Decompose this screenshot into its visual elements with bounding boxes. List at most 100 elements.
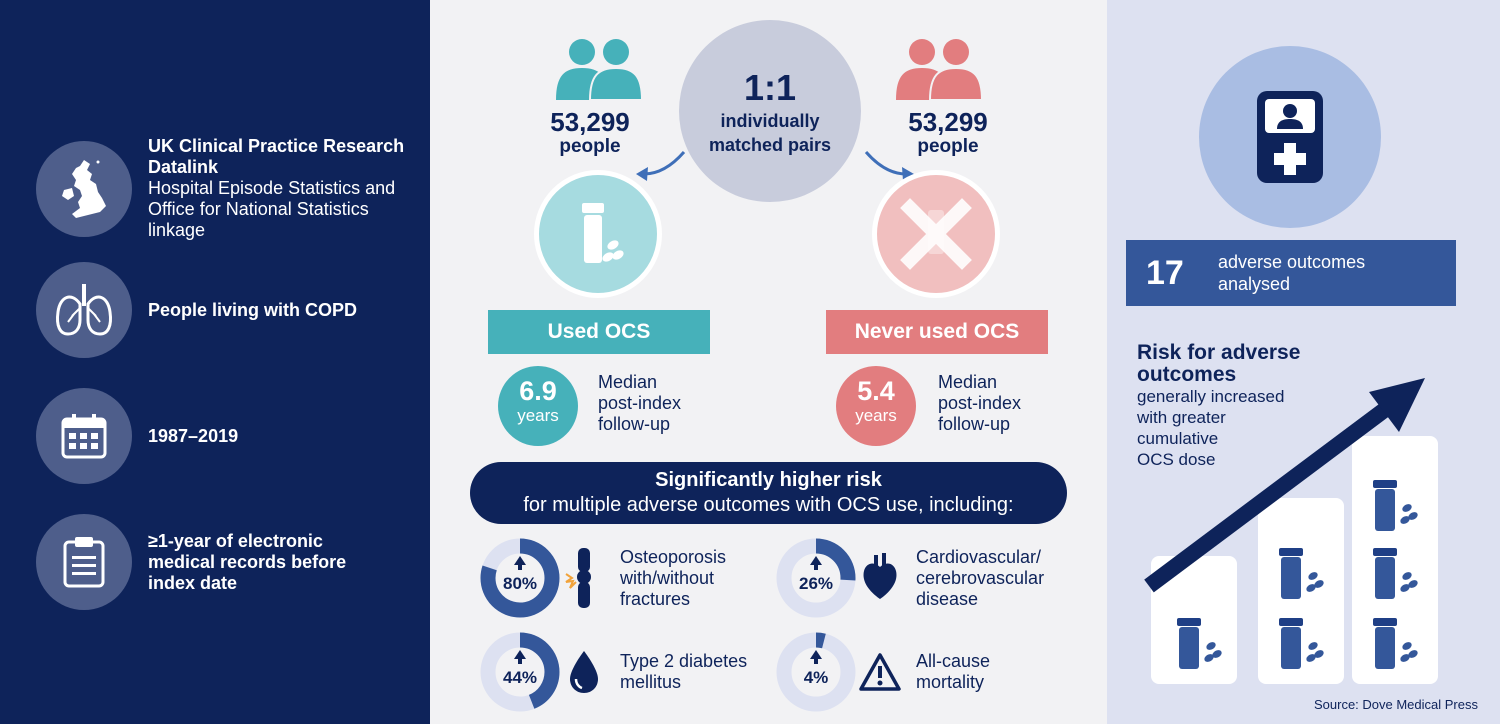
stat-number: 17: [1146, 253, 1184, 292]
used-median-line-1: Median: [598, 372, 658, 392]
calendar-icon: [36, 388, 132, 484]
population-label: People living with COPD: [148, 299, 358, 320]
mortality-line-1: All-cause: [916, 651, 991, 671]
osteoporosis-line-3: fractures: [620, 588, 691, 609]
up-arrow-stem: [814, 564, 818, 570]
risk-statement: Risk for adverse outcomes generally incr…: [1137, 342, 1327, 470]
ring-fill: [480, 632, 560, 712]
osteoporosis-pct: 80%: [502, 574, 538, 593]
outcome-donut: 26%: [776, 538, 856, 618]
ratio-value: 1:1: [743, 67, 797, 108]
risk-text-3: cumulative: [1137, 429, 1219, 448]
never-median-line-2: post-index: [938, 393, 1022, 413]
pill-bottle-icon: [1177, 618, 1222, 669]
mortality-line-2: mortality: [916, 672, 985, 692]
mortality-ring: [776, 632, 856, 712]
population-item: People living with COPD: [36, 262, 357, 358]
study-design-panel: UK Clinical Practice Research Datalink H…: [0, 0, 430, 724]
outcome-donut: 80%: [480, 538, 560, 618]
up-arrow-icon: [514, 650, 526, 659]
ratio-label-1: individually: [720, 111, 820, 131]
outcome-donut: 44%: [480, 632, 560, 712]
clipboard-icon: [36, 514, 132, 610]
used-years-unit: years: [517, 406, 559, 425]
banner-subheading: for multiple adverse outcomes with OCS u…: [523, 494, 1014, 516]
medical-id-icon: [1199, 46, 1381, 228]
cardiovascular-line-1: Cardiovascular/: [916, 546, 1042, 567]
diabetes-line-2: mellitus: [620, 672, 682, 692]
used-pill-circle: [534, 170, 662, 298]
data-source-detail: Hospital Episode Statistics and Office f…: [148, 178, 396, 240]
period-item: 1987–2019: [36, 388, 238, 484]
data-source-item: UK Clinical Practice Research Datalink H…: [36, 136, 430, 241]
pill-bottle-icon: [582, 203, 624, 263]
used-median-line-2: post-index: [598, 393, 682, 413]
cardiovascular-line-2: cerebrovascular: [916, 567, 1045, 588]
outcome-mortality: 4% All-cause mortality: [776, 632, 990, 712]
never-pill-circle: [872, 170, 1000, 298]
up-arrow-icon: [810, 556, 822, 565]
source-credit: Source: Dove Medical Press: [1313, 697, 1478, 712]
outcome-cardiovascular: 26% Cardiovascular/ cerebrovascular dise…: [776, 538, 1044, 618]
pill-bottle-icon: [1279, 618, 1324, 669]
never-median-line-1: Median: [938, 372, 998, 392]
up-arrow-stem: [518, 564, 522, 570]
never-years-circle: 5.4 years: [836, 366, 916, 446]
never-people-icon: [896, 39, 984, 100]
records-item: ≥1-year of electronic medical records be…: [36, 514, 358, 610]
ring-fill: [776, 538, 856, 618]
risk-title-1: Risk for adverse: [1137, 341, 1301, 364]
drop-icon: [562, 649, 606, 695]
lungs-icon: [36, 262, 132, 358]
never-median-line-3: follow-up: [938, 414, 1011, 434]
never-years-value: 5.4: [857, 376, 895, 406]
never-median-text: Median post-index follow-up: [938, 372, 1021, 435]
used-ocs-label: Used OCS: [488, 310, 710, 354]
up-arrow-icon: [514, 556, 526, 565]
used-years-circle: 6.9 years: [498, 366, 578, 446]
used-median-line-3: follow-up: [598, 414, 671, 434]
ring-fill: [480, 538, 560, 618]
pill-bottle-icon: [1279, 548, 1324, 599]
osteoporosis-ring: [480, 538, 560, 618]
risk-text-2: with greater: [1137, 408, 1226, 427]
diabetes-pct: 44%: [502, 668, 538, 687]
period-label: 1987–2019: [148, 425, 239, 446]
used-people-icon: [556, 39, 644, 100]
pill-bottle-icon: [1373, 618, 1418, 669]
osteoporosis-line-1: Osteoporosis: [620, 546, 727, 567]
cohort-panel: 53,299 people 53,299 people 1:1 individu…: [430, 0, 1107, 724]
bone-joint-icon: [562, 548, 606, 608]
increasing-trend-arrow-icon: [1144, 378, 1425, 593]
diabetes-line-1: Type 2 diabetes: [620, 651, 748, 671]
never-count-value: 53,299: [908, 107, 988, 137]
left-arrow-icon: [636, 151, 686, 181]
risk-banner: Significantly higher risk for multiple a…: [470, 462, 1067, 524]
never-ocs-label: Never used OCS: [826, 310, 1048, 354]
up-arrow-icon: [810, 650, 822, 659]
outcome-donut: 4%: [776, 632, 856, 712]
cardiovascular-line-3: disease: [916, 588, 979, 609]
diabetes-ring: [480, 632, 560, 712]
data-source-title: UK Clinical Practice Research Datalink: [148, 136, 405, 177]
matching-ratio-circle: 1:1 individually matched pairs: [679, 20, 861, 202]
up-arrow-stem: [814, 658, 818, 664]
risk-text-4: OCS dose: [1137, 450, 1216, 469]
pill-bottle-icon: [1373, 548, 1418, 599]
pill-bottle-icon: [1373, 480, 1418, 531]
cross-icon: [900, 198, 972, 270]
outcome-osteoporosis: 80% Osteoporosis with/without fractures: [480, 538, 726, 618]
risk-text-1: generally increased: [1137, 387, 1285, 406]
heart-icon: [858, 553, 902, 603]
warning-icon: [858, 652, 902, 692]
risk-title-2: outcomes: [1137, 363, 1237, 386]
cardiovascular-pct: 26%: [798, 574, 834, 593]
never-count-unit: people: [917, 136, 979, 157]
never-years-unit: years: [855, 406, 897, 425]
cardiovascular-ring: [776, 538, 856, 618]
stat-label-1: adverse outcomes: [1218, 252, 1366, 272]
adverse-outcomes-stat: 17 adverse outcomes analysed: [1126, 240, 1456, 306]
stat-label-2: analysed: [1218, 274, 1291, 294]
up-arrow-stem: [518, 658, 522, 664]
